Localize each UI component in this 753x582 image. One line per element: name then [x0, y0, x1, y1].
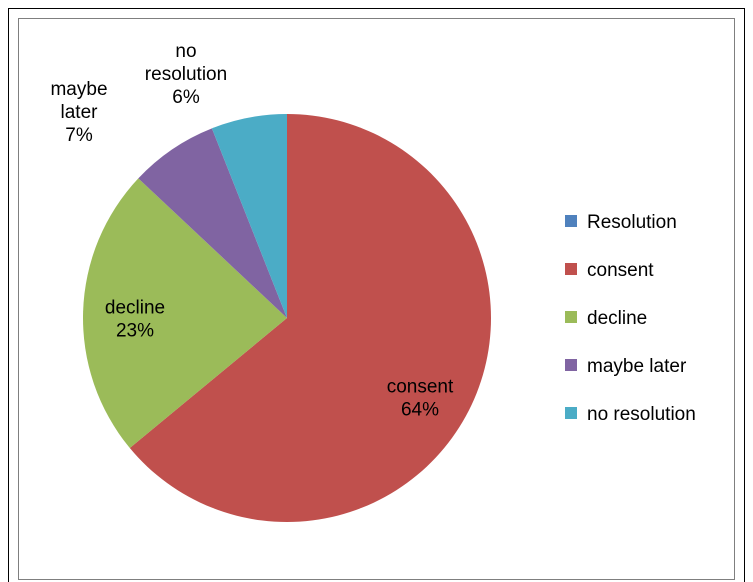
legend-label-consent: consent	[587, 260, 654, 281]
slice-maybe-later	[138, 128, 287, 318]
slice-no-resolution	[211, 114, 287, 318]
legend-swatch-resolution	[565, 215, 577, 227]
legend-swatch-decline	[565, 311, 577, 323]
data-label-consent: consent 64%	[387, 377, 454, 421]
legend-swatch-no-resolution	[565, 407, 577, 419]
slice-decline	[82, 178, 287, 449]
legend-label-decline: decline	[587, 308, 647, 329]
data-label-decline: decline 23%	[105, 298, 165, 342]
legend-swatch-consent	[565, 263, 577, 275]
slice-consent	[129, 114, 491, 522]
legend-label-maybe-later: maybe later	[587, 356, 687, 377]
legend-label-resolution: Resolution	[587, 212, 677, 233]
legend: Resolution consent decline maybe later no re…	[565, 212, 696, 425]
slice-labels: consent 64% decline 23% maybe later 7% no resolu…	[50, 41, 454, 421]
legend-label-no-resolution: no resolution	[587, 404, 696, 425]
pie-slices	[82, 114, 491, 522]
page-border	[8, 8, 745, 582]
legend-swatch-maybe-later	[565, 359, 577, 371]
data-label-no-resolution: no resolution 6%	[145, 41, 227, 108]
data-label-maybe-later: maybe later 7%	[50, 79, 107, 146]
